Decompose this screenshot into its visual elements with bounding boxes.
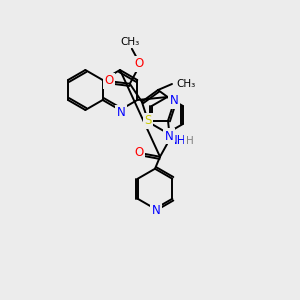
Text: H: H [186, 136, 194, 146]
Text: S: S [144, 114, 152, 127]
Text: CH₃: CH₃ [120, 37, 140, 47]
Text: O: O [134, 57, 143, 70]
Text: NH: NH [169, 134, 187, 147]
Text: N: N [165, 130, 174, 142]
Text: O: O [134, 146, 144, 159]
Text: CH₃: CH₃ [176, 79, 195, 89]
Text: N: N [117, 106, 125, 119]
Text: O: O [104, 74, 113, 87]
Text: N: N [170, 94, 178, 107]
Text: N: N [152, 204, 160, 217]
